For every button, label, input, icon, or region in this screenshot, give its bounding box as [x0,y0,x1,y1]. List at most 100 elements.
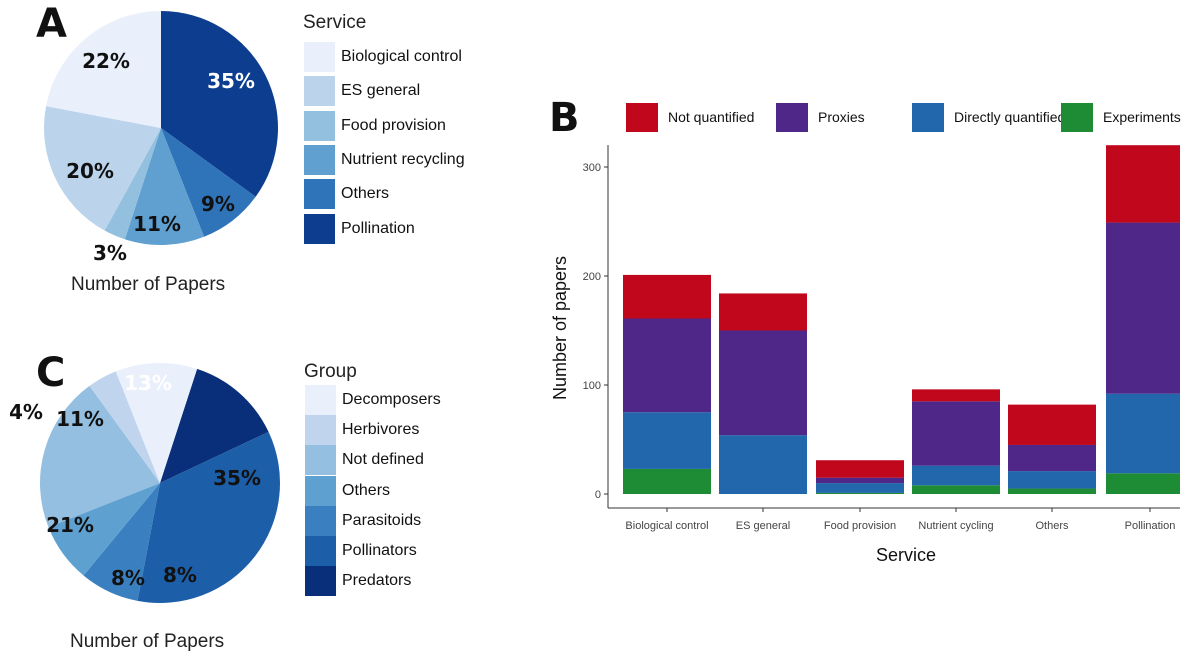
y-tick-label: 100 [583,380,601,392]
pie-label-herbivores: 4% [10,400,43,424]
legend-label: Pollinators [342,542,417,559]
x-tick-label: Food provision [824,520,896,532]
pie-slice-predators [160,368,269,483]
legend-item-decomposers: Decomposers [305,385,441,415]
pie-label-decomposers: 11% [56,407,104,431]
bar-others-directly-quantified [1008,471,1096,489]
bar-biological-control-proxies [623,318,711,413]
legend-item-pollination: Pollination [304,213,415,244]
pie-slice-others [48,483,161,576]
legend-swatch [304,42,335,72]
bar-nutrient-cycling-experiments [912,485,1000,494]
pie-slice-others [161,128,256,237]
legend-item-biological-control: Biological control [304,42,462,72]
legend-label: Nutrient recycling [341,150,465,168]
legend-label: Directly quantified [954,109,1066,125]
x-tick-label: Biological control [625,520,708,532]
pie-label-others: 8% [111,566,145,590]
pie-chart-c: 11% 4% 21% 8% 8% 35% 13% [10,363,280,603]
pie-slice-not-defined [39,385,160,528]
legend-swatch [776,102,808,132]
x-axis-title: Service [876,545,936,565]
pie-slice-herbivores [89,371,160,483]
pie-label-others: 9% [201,192,235,216]
bar-food-provision-directly-quantified [816,483,904,493]
panel-a-letter: A [36,1,67,47]
pie-label-parasitoids: 8% [163,563,197,587]
legend-swatch [305,385,336,415]
y-tick-label: 300 [583,162,601,174]
pie-slice-food-provision [104,128,161,240]
legend-label: Biological control [341,48,462,65]
bar-es-general-directly-quantified [719,435,807,494]
y-tick-label: 0 [595,489,601,501]
y-tick-label: 200 [583,271,601,283]
bar-biological-control-directly-quantified [623,412,711,469]
legend-label: Decomposers [342,391,441,408]
legend-item-herbivores: Herbivores [305,415,419,446]
legend-title-service: Service [303,12,367,33]
pie-label-pollinators: 35% [213,466,261,490]
legend-swatch [304,144,335,175]
bar-food-provision-experiments [816,492,904,494]
legend-swatch [304,76,335,107]
panel-b-letter: B [549,95,580,141]
legend-label: ES general [341,82,421,100]
bar-nutrient-cycling-not-quantified [912,389,1000,402]
pie-slice-biological-control [46,10,162,129]
legend-item-experiments: Experiments [1061,102,1181,132]
legend-item-nutrient-recycling: Nutrient recycling [304,144,465,175]
x-tick-label: ES general [736,520,790,532]
legend-swatch [305,505,336,536]
bar-biological-control-experiments [623,468,711,494]
bar-es-general-not-quantified [719,293,807,331]
pie-label-nutrient-recycling: 11% [133,212,181,236]
legend-swatch [305,445,336,476]
legend-swatch [305,415,336,446]
pie-slice-parasitoids [83,483,160,601]
x-tick-label: Pollination [1125,520,1176,532]
pie-chart-a: 22% 20% 3%11% 9% 35% [44,10,278,265]
legend-item-parasitoids: Parasitoids [305,505,422,536]
pie-c-caption: Number of Papers [70,631,225,652]
legend-item-not-quantified: Not quantified [626,102,754,132]
bar-others-experiments [1008,488,1096,494]
bar-food-provision-proxies [816,477,904,484]
bar-others-proxies [1008,444,1096,472]
legend-swatch [305,566,336,597]
legend-swatch [304,110,335,141]
legend-item-others: Others [304,179,390,210]
legend-label: Proxies [818,109,865,125]
bar-pollination-not-quantified [1106,145,1180,223]
pie-slice-es-general [44,106,162,231]
legend-label: Pollination [341,219,415,237]
legend-label: Experiments [1103,109,1181,125]
bar-biological-control-not-quantified [623,274,711,319]
legend-label: Parasitoids [342,511,422,529]
pie-label-pollination: 35% [207,69,255,93]
y-axis-title: Number of papers [550,256,570,400]
legend-swatch [1061,102,1093,132]
legend-item-others: Others [305,475,391,506]
pie-label-es-general: 20% [66,159,114,183]
legend-swatch [912,102,944,132]
legend-item-directly-quantified: Directly quantified [912,102,1065,132]
legend-label: Others [341,185,390,203]
bar-pollination-experiments [1106,473,1180,494]
bar-pollination-proxies [1106,222,1180,394]
legend-item-not-defined: Not defined [305,445,424,476]
pie-label-biological-control: 22% [82,49,130,73]
legend-swatch [626,102,658,132]
panel-c-letter: C [36,350,66,396]
bar-others-not-quantified [1008,404,1096,445]
x-tick-label: Others [1035,520,1069,532]
legend-swatch [305,536,336,566]
legend-swatch [304,179,335,210]
legend-item-es-general: ES general [304,76,421,107]
bar-food-provision-not-quantified [816,460,904,478]
pie-label-food-provision: 3% [93,241,127,265]
legend-item-pollinators: Pollinators [305,536,417,566]
pie-slice-nutrient-recycling [124,128,205,246]
legend-label: Others [342,481,391,499]
pie-label-not-defined: 21% [46,513,94,537]
